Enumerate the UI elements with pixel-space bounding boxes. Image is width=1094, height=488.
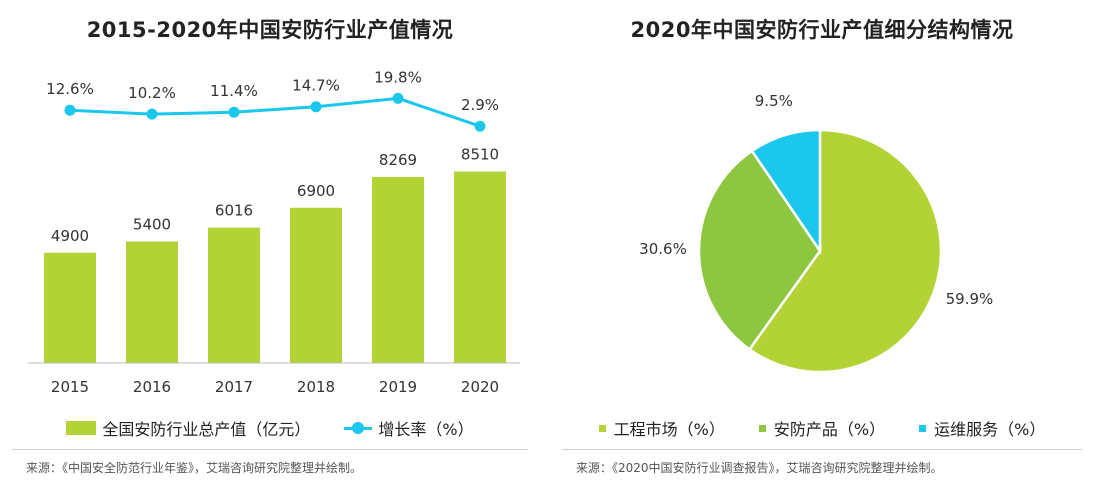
x-tick-label: 2020 [461, 378, 499, 396]
x-tick-label: 2017 [215, 378, 253, 396]
source-note-left: 来源：《中国安全防范行业年鉴》，艾瑞咨询研究院整理并绘制。 [26, 461, 363, 475]
legend-label: 安防产品（%） [773, 420, 886, 439]
growth-rate-label: 11.4% [210, 82, 258, 100]
legend-item-growth-rate: 增长率（%） [344, 416, 474, 440]
growth-rate-label: 10.2% [128, 84, 176, 102]
growth-rate-label: 12.6% [46, 80, 94, 98]
pie-slice-label: 59.9% [946, 290, 994, 308]
growth-rate-point [392, 92, 404, 104]
source-note-right: 来源：《2020中国安防行业调查报告》，艾瑞咨询研究院整理并绘制。 [576, 461, 943, 475]
x-tick-label: 2016 [133, 378, 171, 396]
legend-item-output-value: 全国安防行业总产值（亿元） [66, 416, 310, 440]
bar [290, 207, 342, 363]
legend-swatch-bar [66, 421, 97, 435]
pie-legend-item: 工程市场（%） [598, 416, 725, 440]
bar-value-label: 8510 [461, 146, 499, 164]
pie-legend-item: 安防产品（%） [758, 416, 886, 440]
legend-swatch-line [344, 421, 373, 435]
growth-rate-point [310, 101, 322, 113]
legend-label-output-value: 全国安防行业总产值（亿元） [102, 420, 311, 439]
growth-rate-point [64, 104, 76, 116]
legend-swatch [919, 424, 927, 432]
pie-chart-title: 2020年中国安防行业产值细分结构情况 [630, 18, 1014, 42]
bar [454, 171, 506, 363]
pie-slice [747, 128, 943, 374]
pie-slice-label: 30.6% [639, 240, 687, 258]
legend-swatch [758, 424, 766, 432]
bar [44, 252, 96, 363]
bar-value-label: 6016 [215, 202, 253, 220]
bar [126, 241, 178, 363]
x-tick-label: 2015 [51, 378, 89, 396]
structure-chart-panel: 2020年中国安防行业产值细分结构情况 59.9% 30.6% 9.5% 工程市场（… [550, 0, 1094, 488]
bar-value-label: 4900 [51, 227, 89, 245]
growth-rate-line [69, 96, 481, 128]
bar-value-label: 6900 [297, 182, 335, 200]
bar-value-label: 8269 [379, 151, 417, 169]
growth-rate-label: 14.7% [292, 77, 340, 95]
bar-value-label: 5400 [133, 216, 171, 234]
bar-chart-legend: 全国安防行业总产值（亿元） 增长率（%） [0, 416, 540, 440]
pie-legend-item: 运维服务（%） [919, 416, 1045, 440]
growth-rate-point [474, 120, 486, 132]
output-value-chart-panel: 2015-2020年中国安防行业产值情况 4900 2015 5400 2016 601… [0, 0, 540, 488]
legend-swatch [598, 424, 606, 432]
bar-line-chart: 4900 2015 5400 2016 6016 2017 6900 2018 8269 2019… [28, 68, 520, 396]
growth-rate-label: 2.9% [461, 96, 499, 114]
source-divider [562, 449, 1082, 450]
growth-rate-label: 19.8% [374, 68, 422, 86]
pie-chart-legend: 工程市场（%） 安防产品（%） 运维服务（%） [550, 416, 1094, 440]
source-divider [12, 449, 528, 450]
bar [372, 176, 424, 363]
growth-rate-point [146, 108, 158, 120]
x-tick-label: 2018 [297, 378, 335, 396]
pie-slice-label: 9.5% [755, 92, 793, 110]
pie-slice [750, 128, 822, 256]
x-tick-label: 2019 [379, 378, 417, 396]
pie-slice [697, 149, 822, 352]
legend-label: 运维服务（%） [934, 420, 1046, 439]
legend-label: 工程市场（%） [613, 420, 725, 439]
legend-label-growth-rate: 增长率（%） [378, 420, 474, 439]
growth-rate-point [228, 106, 240, 118]
bar-chart-title: 2015-2020年中国安防行业产值情况 [86, 18, 454, 42]
pie-chart: 59.9% 30.6% 9.5% [639, 92, 994, 374]
bar [208, 227, 260, 363]
